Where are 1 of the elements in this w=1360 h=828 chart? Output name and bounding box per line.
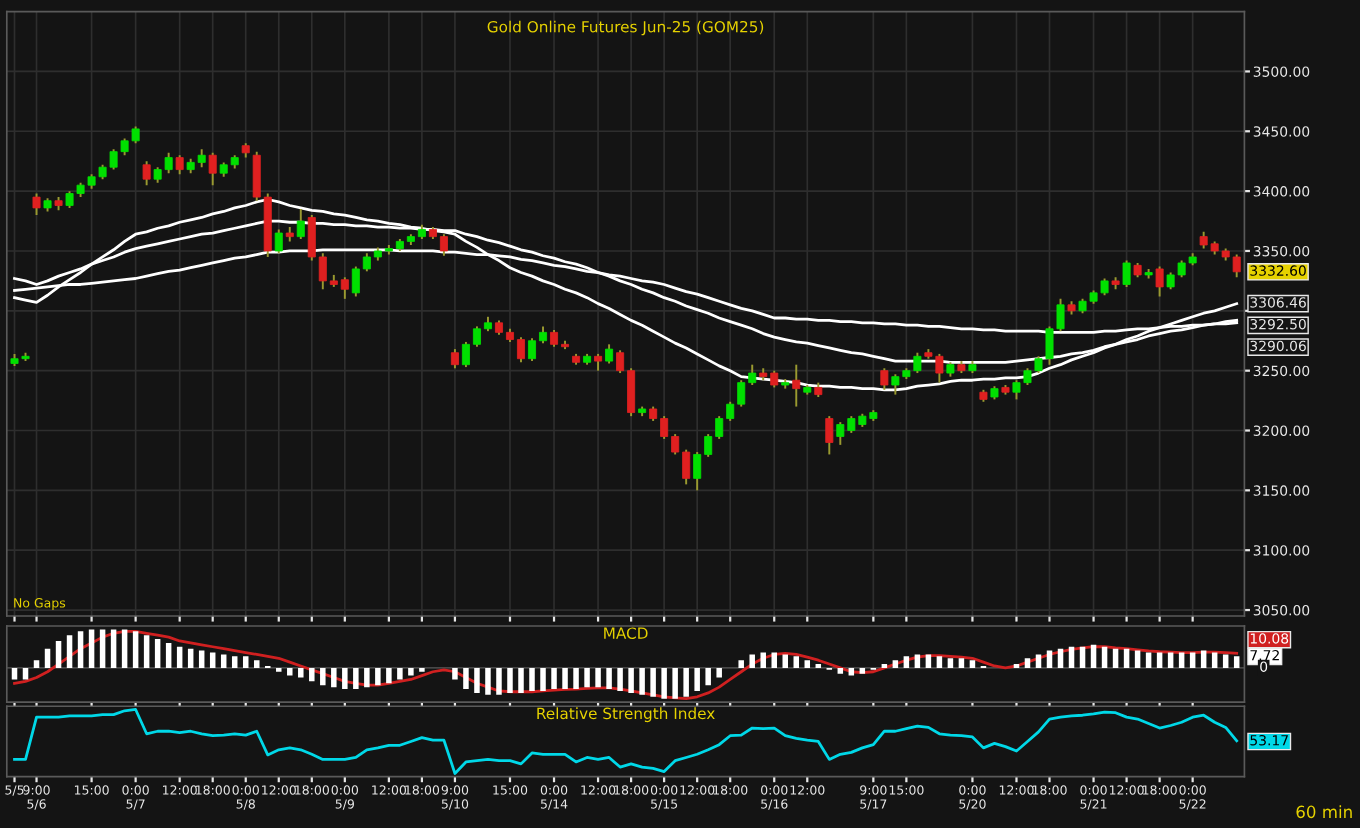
text: 60 min	[1296, 805, 1352, 819]
